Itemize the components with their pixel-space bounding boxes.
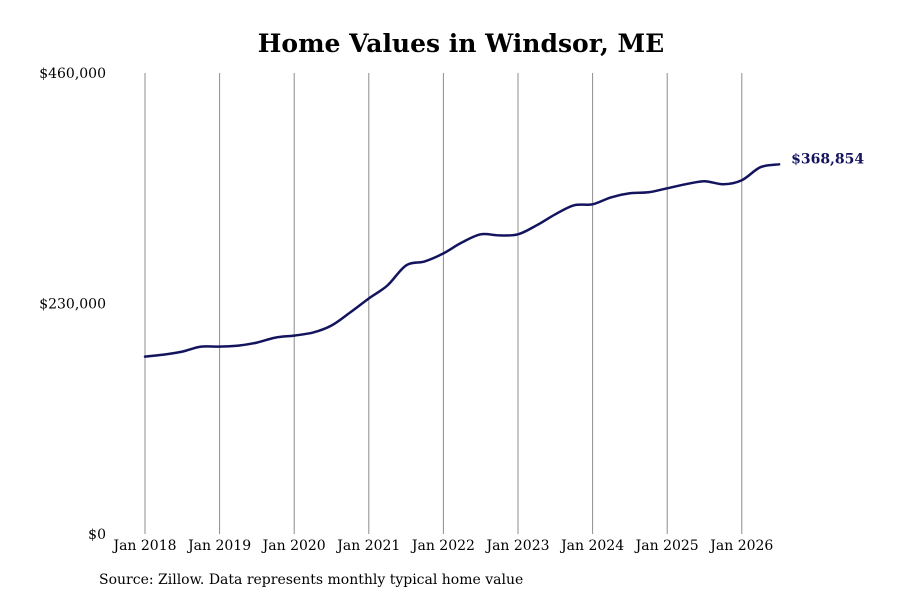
x-tick-label-0: Jan 2018 (111, 538, 176, 554)
x-tick-label-7: Jan 2025 (634, 538, 699, 554)
x-tick-label-4: Jan 2022 (410, 538, 475, 554)
x-tick-label-6: Jan 2024 (559, 538, 624, 554)
gridlines (144, 73, 743, 534)
series-line-0 (143, 163, 781, 358)
end-value-label: $368,854 (791, 151, 864, 167)
x-tick-label-3: Jan 2021 (335, 538, 400, 554)
x-tick-label-2: Jan 2020 (261, 538, 326, 554)
chart-title: Home Values in Windsor, ME (258, 29, 664, 58)
series-group (143, 163, 781, 358)
x-axis: Jan 2018 Jan 2019 Jan 2020 Jan 2021 Jan 2022… (111, 538, 773, 554)
y-tick-label-1: $230,000 (39, 297, 106, 313)
y-tick-label-0: $0 (88, 527, 106, 543)
x-tick-label-1: Jan 2019 (186, 538, 251, 554)
x-tick-label-5: Jan 2023 (484, 538, 549, 554)
y-tick-label-2: $460,000 (39, 66, 106, 82)
x-tick-label-8: Jan 2026 (708, 538, 773, 554)
y-axis: $0 $230,000 $460,000 (39, 66, 106, 543)
source-note: Source: Zillow. Data represents monthly … (99, 572, 524, 588)
